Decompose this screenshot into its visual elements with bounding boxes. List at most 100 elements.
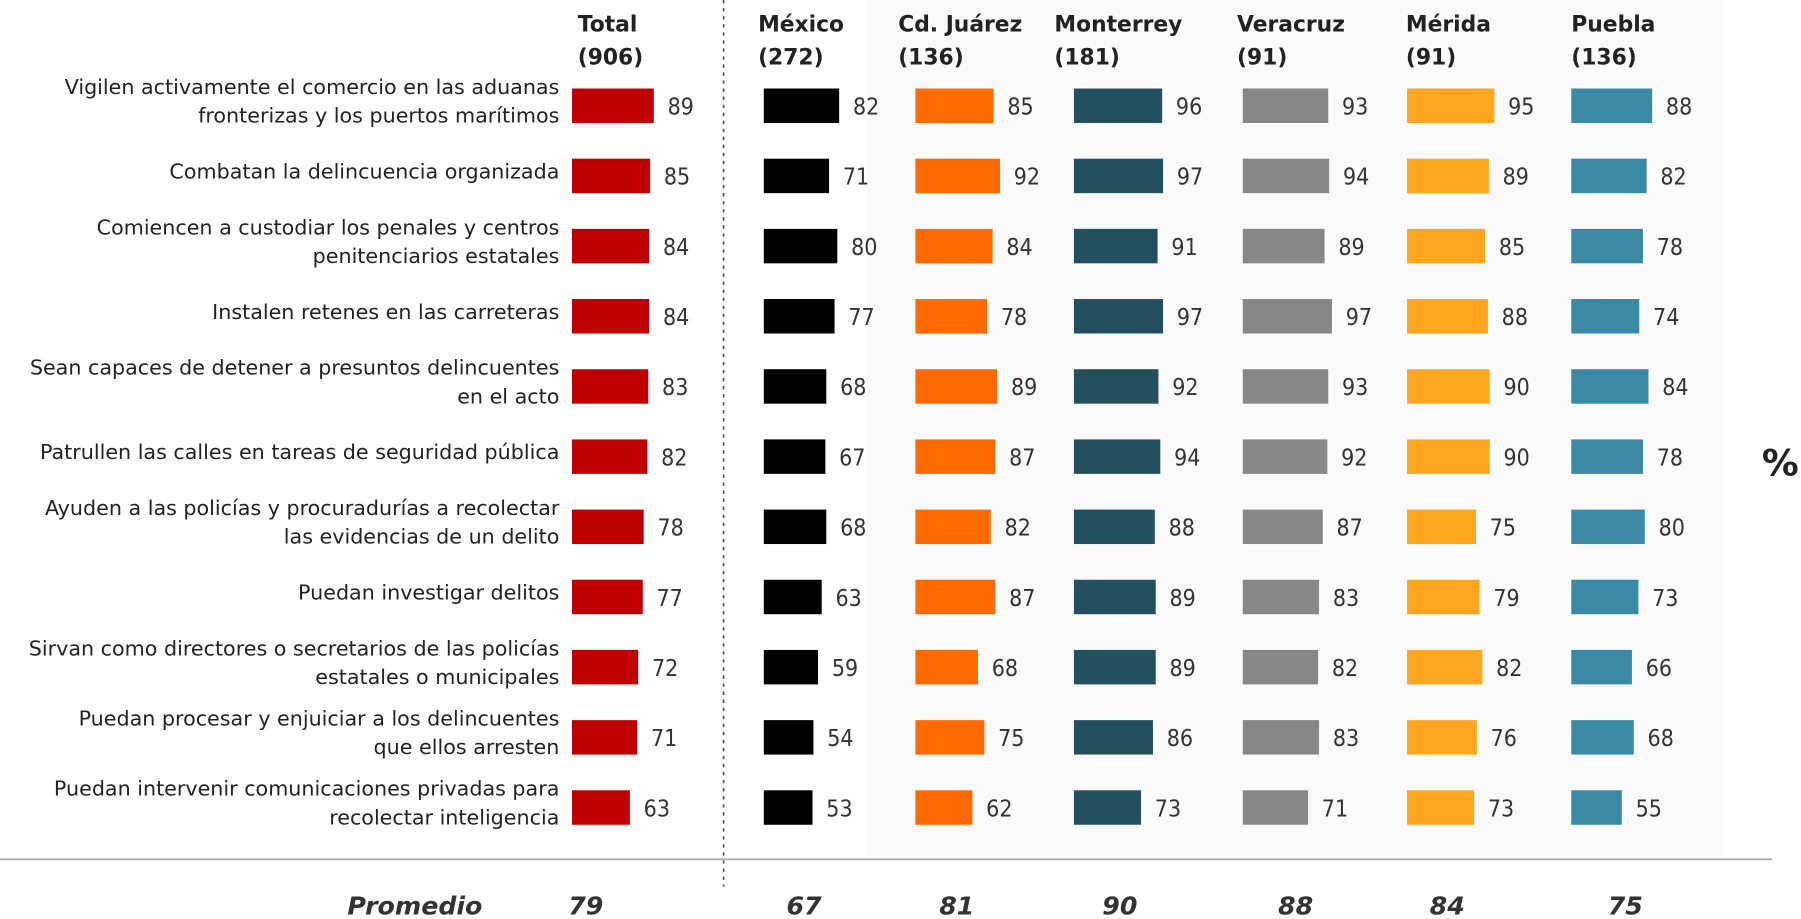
value-label: 82 — [1005, 516, 1031, 542]
bar — [1407, 509, 1476, 545]
value-label: 73 — [1652, 586, 1678, 612]
bar — [1073, 509, 1155, 545]
value-label: 97 — [1177, 165, 1203, 191]
bar — [763, 509, 827, 545]
value-label: 77 — [657, 586, 683, 612]
bar — [572, 228, 650, 264]
category-label: Instalen retenes en las carreteras — [212, 300, 559, 324]
bar — [1242, 228, 1325, 264]
value-label: 79 — [1493, 586, 1519, 612]
bar — [1571, 228, 1643, 264]
value-label: 92 — [1172, 375, 1198, 401]
category-label: Combatan la delincuencia organizada — [169, 159, 559, 183]
bar — [1073, 790, 1142, 825]
value-label: 55 — [1636, 796, 1662, 822]
bar — [915, 439, 996, 474]
bar — [1407, 299, 1488, 334]
value-label: 88 — [1169, 516, 1195, 542]
background-band — [867, 0, 1723, 856]
series-name: Cd. Juárez — [898, 12, 1022, 37]
bar — [1242, 299, 1332, 334]
bar — [763, 579, 822, 615]
bar — [763, 299, 835, 334]
value-label: 92 — [1341, 445, 1367, 471]
series-sample: (906) — [578, 46, 643, 71]
value-label: 84 — [1662, 375, 1688, 401]
average-label: Promedio — [347, 891, 482, 919]
value-label: 96 — [1176, 95, 1202, 121]
value-label: 89 — [1503, 165, 1529, 191]
value-label: 82 — [1660, 165, 1686, 191]
value-label: 53 — [826, 796, 852, 822]
bar — [1407, 649, 1483, 685]
value-label: 89 — [1170, 586, 1196, 612]
value-label: 80 — [1659, 516, 1685, 542]
bar — [572, 88, 654, 123]
bar — [1571, 88, 1653, 123]
average-value: 79 — [568, 891, 603, 919]
bar — [1073, 439, 1161, 474]
value-label: 75 — [998, 726, 1024, 752]
value-label: 78 — [657, 516, 683, 542]
bar — [763, 439, 826, 474]
bar — [1407, 88, 1495, 123]
unit-label: % — [1762, 442, 1799, 485]
bar — [1242, 439, 1328, 474]
bar — [915, 88, 994, 123]
bar — [1242, 649, 1319, 685]
bar — [1571, 299, 1640, 334]
bar — [1073, 158, 1164, 194]
bar — [1571, 369, 1649, 404]
value-label: 92 — [1014, 165, 1040, 191]
value-label: 78 — [1657, 445, 1683, 471]
series-name: Monterrey — [1054, 12, 1182, 37]
series-name: Mérida — [1406, 12, 1491, 37]
bar — [1242, 369, 1329, 404]
bar — [915, 790, 973, 825]
value-label: 80 — [851, 235, 877, 261]
value-label: 89 — [1011, 375, 1037, 401]
bar — [1242, 88, 1329, 123]
bar — [1407, 790, 1475, 825]
bar — [1407, 228, 1486, 264]
bar — [1242, 790, 1309, 825]
value-label: 66 — [1646, 656, 1672, 682]
value-label: 84 — [663, 235, 689, 261]
bar — [763, 720, 814, 755]
bar — [1242, 158, 1330, 194]
value-label: 68 — [992, 656, 1018, 682]
value-label: 86 — [1167, 726, 1193, 752]
series-name: Veracruz — [1237, 12, 1345, 37]
value-label: 85 — [1007, 95, 1033, 121]
bar — [915, 720, 985, 755]
value-label: 82 — [661, 445, 687, 471]
value-label: 90 — [1504, 445, 1530, 471]
bar — [572, 158, 651, 194]
value-label: 74 — [1653, 305, 1679, 331]
value-label: 84 — [1006, 235, 1032, 261]
bar — [1571, 720, 1634, 755]
bar — [572, 790, 630, 825]
bar — [1407, 158, 1489, 194]
value-label: 97 — [1346, 305, 1372, 331]
bar — [1073, 579, 1156, 615]
value-label: 71 — [1322, 796, 1348, 822]
value-label: 59 — [832, 656, 858, 682]
value-label: 72 — [652, 656, 678, 682]
value-label: 83 — [1333, 586, 1359, 612]
bar — [915, 509, 991, 545]
value-label: 68 — [840, 375, 866, 401]
bar — [915, 158, 1000, 194]
value-label: 87 — [1337, 516, 1363, 542]
value-label: 73 — [1488, 796, 1514, 822]
value-label: 82 — [1496, 656, 1522, 682]
bar — [1242, 720, 1320, 755]
category-label: Sean capaces de detener a presuntos deli… — [30, 356, 560, 409]
bar — [572, 369, 649, 404]
value-label: 94 — [1343, 165, 1369, 191]
series-sample: (136) — [898, 46, 963, 71]
value-label: 76 — [1491, 726, 1517, 752]
value-label: 82 — [853, 95, 879, 121]
series-name: México — [758, 12, 844, 37]
